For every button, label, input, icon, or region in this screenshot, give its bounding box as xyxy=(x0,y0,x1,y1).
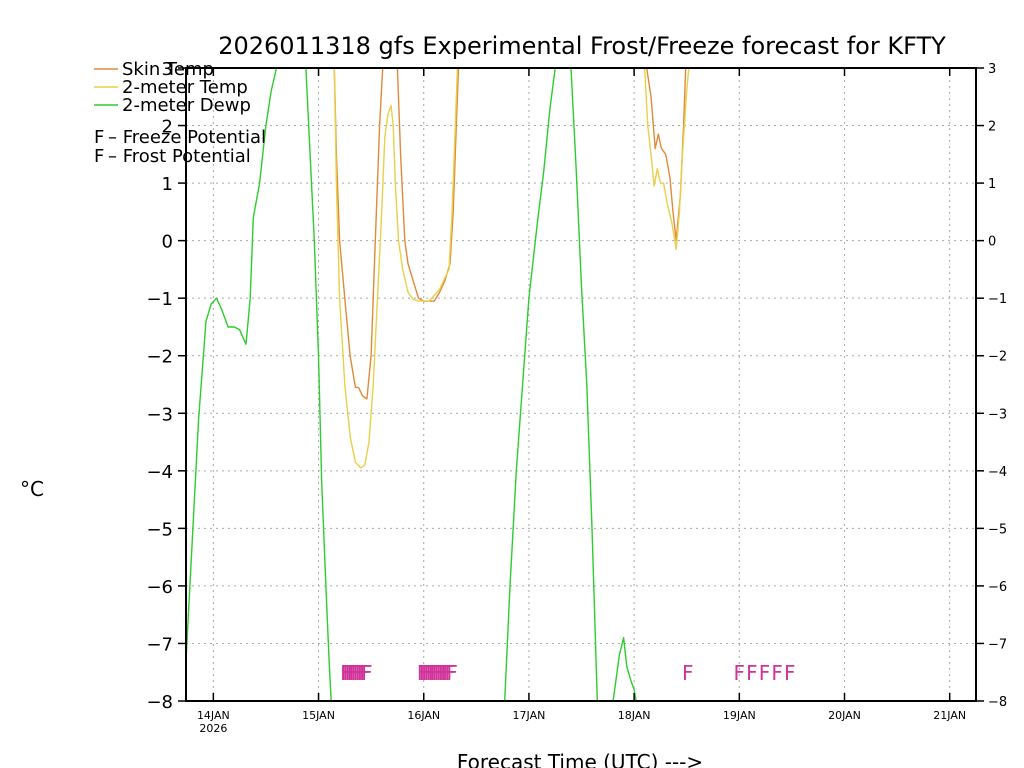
y-tick-label-left: −4 xyxy=(146,462,173,483)
y-tick-label-right: 2 xyxy=(988,120,996,135)
y-tick-label-left: −1 xyxy=(146,289,173,310)
freeze-marker: F xyxy=(351,661,363,685)
series-2-meter-temp-line xyxy=(643,67,690,251)
y-tick-label-right: 0 xyxy=(988,235,996,250)
y-tick-label-left: −5 xyxy=(146,519,173,540)
y-tick-label-right: 1 xyxy=(988,177,996,192)
y-axis-label: °C xyxy=(20,477,44,501)
freeze-marker: F xyxy=(353,661,365,685)
y-tick-label-right: −5 xyxy=(988,522,1007,537)
y-tick-label-right: −7 xyxy=(988,637,1007,652)
freeze-marker: F xyxy=(446,661,458,685)
freeze-marker: F xyxy=(421,661,433,685)
grid-lines xyxy=(186,68,976,701)
legend-potential-label: – Frost Potential xyxy=(108,146,251,167)
freeze-marker: F xyxy=(430,661,442,685)
series-2-meter-dewp-line xyxy=(504,67,556,702)
y-tick-label-right: −3 xyxy=(988,407,1007,422)
freeze-marker: F xyxy=(682,661,694,685)
legend-label: 2-meter Temp xyxy=(122,77,248,98)
y-tick-label-left: 2 xyxy=(162,117,173,138)
legend-label: 2-meter Dewp xyxy=(122,95,251,116)
legend-potential-letter: F xyxy=(94,146,104,167)
freeze-marker: F xyxy=(444,661,456,685)
freeze-marker: F xyxy=(419,661,431,685)
x-tick-label: 21JAN xyxy=(933,709,966,722)
freeze-marker: F xyxy=(357,661,369,685)
freeze-marker: F xyxy=(344,661,356,685)
freeze-marker: F xyxy=(759,661,771,685)
freeze-marker: F xyxy=(417,661,429,685)
freeze-marker: F xyxy=(771,661,783,685)
legend-label: Skin Temp xyxy=(122,59,214,80)
series-2-meter-dewp-line xyxy=(185,67,278,661)
freeze-marker: F xyxy=(346,661,358,685)
series-2-meter-dewp-line xyxy=(612,637,637,702)
series-2-meter-temp-line xyxy=(333,67,459,469)
freeze-marker: F xyxy=(342,661,354,685)
y-tick-label-right: −6 xyxy=(988,580,1007,595)
freeze-marker: F xyxy=(349,661,361,685)
series-skin-temp-line xyxy=(333,67,384,400)
y-tick-label-right: −2 xyxy=(988,350,1007,365)
freeze-marker: F xyxy=(746,661,758,685)
x-tick-label: 19JAN xyxy=(723,709,756,722)
x-tick-label: 20JAN xyxy=(828,709,861,722)
freeze-marker: F xyxy=(423,661,435,685)
legend-potential-label: – Freeze Potential xyxy=(108,127,266,148)
x-tick-label: 15JAN xyxy=(302,709,335,722)
y-tick-label-left: −6 xyxy=(146,577,173,598)
x-tick-label: 17JAN xyxy=(513,709,546,722)
freeze-marker: F xyxy=(427,661,439,685)
y-tick-label-left: 3 xyxy=(162,59,173,80)
freeze-marker: F xyxy=(784,661,796,685)
freeze-marker: F xyxy=(438,661,450,685)
y-tick-label-left: −7 xyxy=(146,634,173,655)
freeze-marker: F xyxy=(359,661,371,685)
y-tick-label-left: −8 xyxy=(146,692,173,713)
y-tick-label-right: −1 xyxy=(988,292,1007,307)
freeze-marker: F xyxy=(434,661,446,685)
chart-title: 2026011318 gfs Experimental Frost/Freeze… xyxy=(218,32,946,60)
y-tick-label-left: 0 xyxy=(162,232,173,253)
legend-potential-letter: F xyxy=(94,127,104,148)
series-2-meter-dewp-line xyxy=(305,67,332,702)
x-axis-label: Forecast Time (UTC) ---> xyxy=(457,750,703,768)
series-2-meter-dewp-line xyxy=(570,67,598,702)
freeze-marker: F xyxy=(361,661,373,685)
y-tick-label-left: 1 xyxy=(162,174,173,195)
series-lines xyxy=(185,67,690,702)
x-tick-label: 16JAN xyxy=(407,709,440,722)
y-tick-label-right: −8 xyxy=(988,695,1007,710)
x-tick-sublabel: 2026 xyxy=(199,722,227,735)
freeze-marker: F xyxy=(340,661,352,685)
x-tick-label: 14JAN xyxy=(197,709,230,722)
freeze-marker: F xyxy=(355,661,367,685)
y-tick-label-right: −4 xyxy=(988,465,1007,480)
freeze-marker: F xyxy=(432,661,444,685)
y-axis: −8 −8 −7 −7 −6 −6 −5 −5 −4 −4 −3 −3 −2 −2 −1 −1 0 0 1 1 2 2 3 3 xyxy=(146,59,1007,713)
plot-frame xyxy=(185,67,977,702)
y-tick-label-left: −3 xyxy=(146,404,173,425)
freeze-marker: F xyxy=(442,661,454,685)
freeze-marker: F xyxy=(436,661,448,685)
x-tick-label: 18JAN xyxy=(618,709,651,722)
freeze-marker: F xyxy=(734,661,746,685)
y-tick-label-left: −2 xyxy=(146,347,173,368)
freeze-marker: F xyxy=(425,661,437,685)
y-tick-label-right: 3 xyxy=(988,62,996,77)
freeze-marker: F xyxy=(440,661,452,685)
